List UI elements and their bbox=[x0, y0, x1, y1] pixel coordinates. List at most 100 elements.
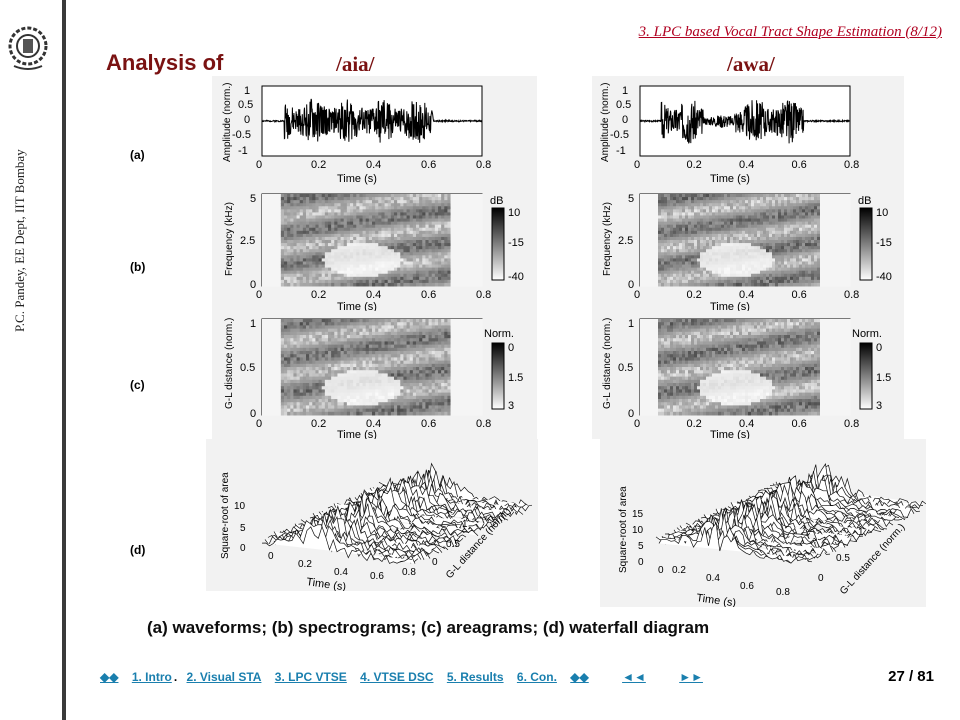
z-tick: 0 bbox=[240, 543, 246, 554]
z-tick: 10 bbox=[632, 525, 644, 536]
x-tick: 0.6 bbox=[792, 289, 807, 301]
figure-caption: (a) waveforms; (b) spectrograms; (c) are… bbox=[147, 618, 710, 637]
colorbar-tick: -15 bbox=[876, 237, 892, 249]
awa-waterfall-surface bbox=[655, 463, 926, 564]
y-tick: 5 bbox=[628, 193, 634, 205]
colorbar bbox=[859, 207, 873, 281]
x-tick: 0.4 bbox=[739, 418, 754, 430]
x-axis-label: Time (s) bbox=[696, 592, 737, 607]
nav-first-button[interactable]: ◆◆ bbox=[100, 670, 119, 684]
colorbar-title: dB bbox=[858, 195, 871, 207]
x-tick: 0.4 bbox=[366, 159, 381, 171]
x-tick: 0 bbox=[256, 418, 262, 430]
nav-separator: . bbox=[173, 670, 178, 684]
z-tick: 5 bbox=[240, 523, 246, 534]
colorbar-tick: 3 bbox=[876, 400, 882, 412]
section-header[interactable]: 3. LPC based Vocal Tract Shape Estimatio… bbox=[638, 24, 942, 40]
colorbar-tick: -15 bbox=[508, 237, 524, 249]
y-tick: 1 bbox=[858, 527, 864, 538]
x-axis-label: Time (s) bbox=[337, 173, 377, 185]
nav-item-conclusion[interactable]: 6. Con. bbox=[516, 670, 557, 684]
y-tick: 0.5 bbox=[446, 539, 460, 550]
x-tick: 0.6 bbox=[792, 159, 807, 171]
aia-waterfall-panel: 10 5 0 Square-root of area 0 0.2 0.4 0.6… bbox=[206, 439, 538, 591]
x-tick: 0.8 bbox=[844, 418, 859, 430]
x-tick: 0 bbox=[634, 159, 640, 171]
nav-last-button[interactable]: ◆◆ bbox=[570, 670, 589, 684]
x-tick: 0.2 bbox=[687, 289, 702, 301]
x-tick: 0.2 bbox=[687, 418, 702, 430]
x-tick: 0.4 bbox=[739, 159, 754, 171]
y-tick: 0 bbox=[244, 114, 250, 126]
x-axis-label: Time (s) bbox=[710, 173, 750, 185]
nav-next-button[interactable]: ►► bbox=[679, 670, 703, 684]
colorbar bbox=[491, 342, 505, 410]
y-axis-label: G-L distance (norm.) bbox=[224, 318, 235, 409]
x-tick: 0.4 bbox=[366, 418, 381, 430]
nav-item-intro[interactable]: 1. Intro bbox=[131, 670, 172, 684]
x-tick: 0.6 bbox=[792, 418, 807, 430]
awa-areagram-image bbox=[640, 319, 851, 416]
x-tick: 0.8 bbox=[476, 159, 491, 171]
z-axis-label: Square-root of area bbox=[618, 486, 629, 573]
y-axis-label: Amplitude (norm.) bbox=[600, 83, 611, 162]
nav-item-visual-sta[interactable]: 2. Visual STA bbox=[186, 670, 262, 684]
awa-waveform-trace bbox=[639, 100, 851, 144]
x-tick: 0 bbox=[658, 565, 664, 576]
awa-spectrogram-image bbox=[640, 194, 851, 287]
colorbar-tick: 1.5 bbox=[876, 372, 891, 384]
aia-areagram-panel: 1 0.5 0 G-L distance (norm.) 0 0.2 0.4 0.6 0… bbox=[212, 311, 537, 439]
author-credit: P.C. Pandey, EE Dept, IIT Bombay bbox=[12, 149, 27, 332]
x-tick: 0 bbox=[268, 551, 274, 562]
slide-title: Analysis of bbox=[106, 50, 224, 75]
nav-item-lpc-vtse[interactable]: 3. LPC VTSE bbox=[274, 670, 347, 684]
x-tick: 0.4 bbox=[366, 289, 381, 301]
y-tick: 0.5 bbox=[238, 99, 253, 111]
awa-spectrogram-plot: 5 2.5 0 Frequency (kHz) 0 0.2 0.4 0.6 0.8 Ti… bbox=[602, 193, 892, 311]
y-tick: 2.5 bbox=[240, 235, 255, 247]
y-tick: 0 bbox=[250, 279, 256, 291]
colorbar bbox=[859, 342, 873, 410]
nav-item-vtse-dsc[interactable]: 4. VTSE DSC bbox=[360, 670, 434, 684]
slide-navigation: ◆◆ 1. Intro. 2. Visual STA 3. LPC VTSE 4… bbox=[100, 670, 713, 684]
x-tick: 0.8 bbox=[476, 289, 491, 301]
colorbar-tick: 0 bbox=[876, 342, 882, 354]
y-tick: -0.5 bbox=[610, 129, 629, 141]
y-tick: 2.5 bbox=[618, 235, 633, 247]
nav-prev-button[interactable]: ◄◄ bbox=[622, 670, 646, 684]
colorbar-tick: 3 bbox=[508, 400, 514, 412]
x-tick: 0.6 bbox=[421, 418, 436, 430]
phoneme-aia: /aia/ bbox=[336, 52, 375, 76]
row-label-b: (b) bbox=[130, 260, 146, 274]
nav-item-results[interactable]: 5. Results bbox=[446, 670, 504, 684]
colorbar-title: Norm. bbox=[852, 328, 882, 340]
y-tick: -0.5 bbox=[232, 129, 251, 141]
aia-waterfall-surface bbox=[261, 462, 533, 564]
row-label-c: (c) bbox=[130, 378, 145, 392]
z-tick: 0 bbox=[638, 557, 644, 568]
y-tick: 0 bbox=[628, 408, 634, 420]
aia-waveform-trace bbox=[261, 98, 483, 143]
x-tick: 0 bbox=[634, 418, 640, 430]
page-number: 27 / 81 bbox=[888, 668, 934, 685]
x-tick: 0.6 bbox=[740, 581, 754, 592]
awa-areagram-panel: 1 0.5 0 G-L distance (norm.) 0 0.2 0.4 0.6 0… bbox=[592, 311, 904, 439]
awa-waterfall-plot: 15 10 5 0 Square-root of area 0 0.2 0.4 … bbox=[618, 463, 926, 607]
y-tick: 0 bbox=[622, 114, 628, 126]
z-tick: 5 bbox=[638, 541, 644, 552]
z-axis-label: Square-root of area bbox=[220, 472, 231, 559]
x-tick: 0 bbox=[634, 289, 640, 301]
awa-waveform-plot: 1 0.5 0 -0.5 -1 Amplitude (norm.) 0 0.2 0.… bbox=[600, 83, 859, 185]
y-tick: 0 bbox=[250, 408, 256, 420]
z-tick: 15 bbox=[632, 509, 644, 520]
x-axis-label: Time (s) bbox=[306, 576, 347, 591]
phoneme-awa: /awa/ bbox=[727, 52, 775, 76]
y-tick: 0.5 bbox=[616, 99, 631, 111]
x-tick: 0.6 bbox=[421, 289, 436, 301]
x-tick: 0.2 bbox=[311, 418, 326, 430]
x-axis-label: Time (s) bbox=[710, 429, 750, 439]
y-tick: 0.5 bbox=[240, 362, 255, 374]
awa-waveform-panel: 1 0.5 0 -0.5 -1 Amplitude (norm.) 0 0.2 0.… bbox=[592, 76, 904, 186]
x-tick: 0 bbox=[256, 159, 262, 171]
colorbar-title: dB bbox=[490, 195, 503, 207]
